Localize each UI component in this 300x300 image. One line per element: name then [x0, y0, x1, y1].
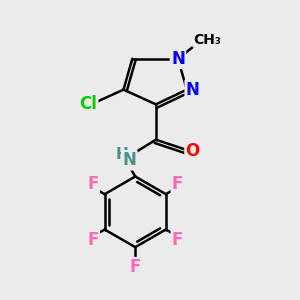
- Text: H: H: [116, 147, 128, 162]
- Text: N: N: [122, 151, 136, 169]
- Text: F: F: [130, 258, 141, 276]
- Text: N: N: [171, 50, 185, 68]
- Text: O: O: [186, 142, 200, 160]
- Text: Cl: Cl: [79, 95, 97, 113]
- Text: F: F: [172, 175, 183, 193]
- Text: F: F: [87, 230, 99, 248]
- Text: N: N: [186, 81, 200, 99]
- Text: F: F: [172, 230, 183, 248]
- Text: F: F: [87, 175, 99, 193]
- Text: CH₃: CH₃: [194, 33, 221, 46]
